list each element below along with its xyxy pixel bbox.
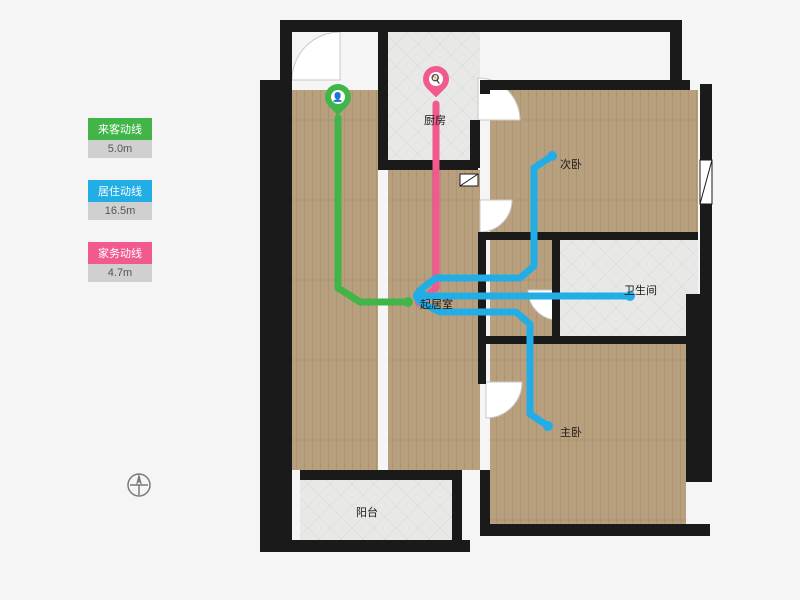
legend-item-live: 居住动线 16.5m [88, 180, 152, 220]
wood-floor [490, 240, 552, 336]
wall [470, 120, 480, 168]
wall [552, 240, 560, 340]
legend: 来客动线 5.0m 居住动线 16.5m 家务动线 4.7m [88, 118, 152, 304]
legend-value: 5.0m [88, 140, 152, 158]
legend-item-chore: 家务动线 4.7m [88, 242, 152, 282]
wood-floor [490, 344, 686, 524]
wall [378, 28, 388, 168]
wood-floor [490, 90, 698, 232]
wall [480, 470, 490, 530]
wall [280, 20, 292, 80]
compass-icon [124, 470, 154, 500]
room-label: 主卧 [560, 424, 582, 440]
wall [480, 80, 490, 94]
wall [452, 540, 470, 552]
flowline-end [543, 421, 553, 431]
wall [478, 336, 698, 344]
wall [378, 160, 478, 170]
wall [260, 540, 460, 552]
wall [478, 232, 486, 342]
wall [480, 524, 710, 536]
wall [478, 232, 698, 240]
legend-title: 来客动线 [88, 118, 152, 140]
legend-title: 居住动线 [88, 180, 152, 202]
legend-value: 16.5m [88, 202, 152, 220]
room-label: 阳台 [356, 504, 378, 520]
door-arc [292, 32, 340, 80]
room-label: 卫生间 [624, 282, 657, 298]
wall [480, 80, 690, 90]
flowline-end [547, 151, 557, 161]
wall [670, 20, 682, 84]
wall [686, 294, 712, 482]
wall [280, 20, 680, 32]
legend-item-guest: 来客动线 5.0m [88, 118, 152, 158]
wall [300, 470, 460, 480]
wall [452, 470, 462, 550]
wall [260, 80, 292, 550]
person-marker-icon: 👤 [325, 84, 351, 118]
room-label: 厨房 [424, 112, 446, 128]
flowline-end [403, 297, 413, 307]
legend-value: 4.7m [88, 264, 152, 282]
room-label: 次卧 [560, 156, 582, 172]
legend-title: 家务动线 [88, 242, 152, 264]
pot-marker-icon: 🍳 [423, 66, 449, 100]
room-label: 起居室 [420, 296, 453, 312]
wall [478, 344, 486, 384]
